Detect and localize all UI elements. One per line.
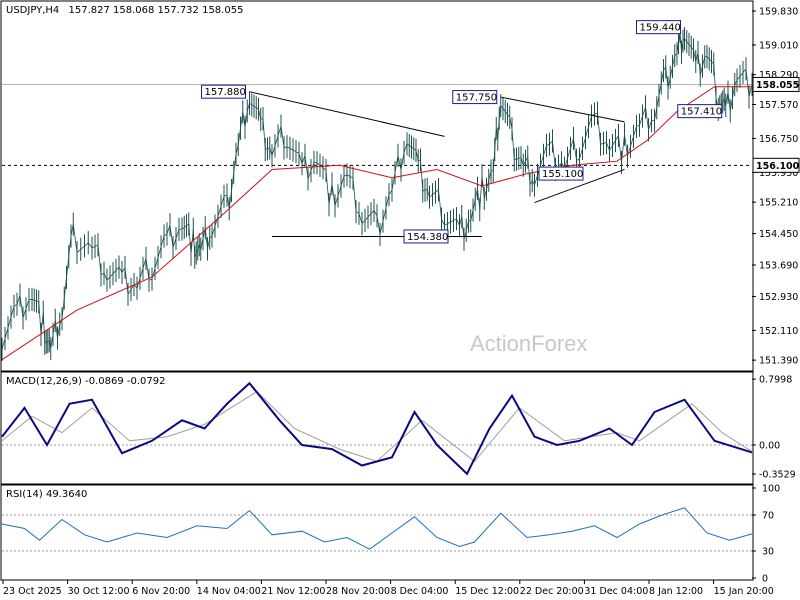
macd-tick-label: 0.00 xyxy=(759,440,780,451)
price-annotation-label: 157.880 xyxy=(205,87,246,98)
macd-tick-label: 0.7998 xyxy=(759,375,792,386)
price-tick-label: 154.450 xyxy=(759,229,798,240)
watermark: ActionForex xyxy=(470,331,587,356)
macd-label: MACD(12,26,9) -0.0869 -0.0792 xyxy=(6,376,166,387)
time-tick-label: 6 Nov 20:00 xyxy=(132,586,190,597)
price-tick-label: 152.930 xyxy=(759,292,798,303)
price-tick-label: 159.830 xyxy=(759,7,798,18)
moving-average-line xyxy=(1,86,752,361)
price-tick-label: 155.930 xyxy=(759,168,798,179)
price-annotation-box xyxy=(636,20,681,35)
symbol: USDJPY,H4 xyxy=(6,5,59,16)
price-tick-label: 155.210 xyxy=(759,198,798,209)
rsi-tick-label: 100 xyxy=(762,484,780,495)
support-badge xyxy=(752,157,800,173)
price-annotation-box xyxy=(538,166,584,181)
macd-line xyxy=(1,381,753,476)
price-tick-label: 153.690 xyxy=(759,261,798,272)
trendline xyxy=(249,91,445,137)
price-annotation-box xyxy=(677,104,723,119)
price-line xyxy=(1,31,753,350)
price-tick-label: 152.110 xyxy=(759,326,798,337)
rsi-tick-label: 0 xyxy=(762,574,768,585)
rsi-label: RSI(14) 49.3640 xyxy=(6,489,87,500)
price-annotation-label: 154.380 xyxy=(407,232,448,243)
price-tick-label: 158.290 xyxy=(759,70,798,81)
price-annotation-label: 157.410 xyxy=(681,107,722,118)
rsi-panel xyxy=(0,484,754,581)
price-tick-label: 159.010 xyxy=(759,40,798,51)
time-tick-label: 14 Nov 04:00 xyxy=(197,586,261,597)
macd-panel xyxy=(0,371,754,485)
time-tick-label: 30 Oct 12:00 xyxy=(68,586,130,597)
time-tick-label: 28 Nov 20:00 xyxy=(326,586,390,597)
time-tick-label: 15 Dec 12:00 xyxy=(455,586,519,597)
price-annotation-box xyxy=(201,84,246,99)
time-tick-label: 8 Jan 12:00 xyxy=(649,586,703,597)
trendline xyxy=(500,96,625,123)
price-annotation-label: 159.440 xyxy=(640,23,681,34)
support-label: 156.100 xyxy=(756,161,800,172)
trendline xyxy=(534,168,625,204)
time-tick-label: 21 Nov 12:00 xyxy=(261,586,325,597)
rsi-tick-label: 30 xyxy=(762,547,774,558)
price-tick-label: 151.390 xyxy=(759,356,798,367)
price-tick-label: 156.750 xyxy=(759,134,798,145)
time-tick-label: 15 Jan 20:00 xyxy=(714,586,774,597)
price-annotation-label: 155.100 xyxy=(542,169,583,180)
time-tick-label: 8 Dec 04:00 xyxy=(391,586,449,597)
price-annotation-label: 157.750 xyxy=(456,93,497,104)
time-tick-label: 31 Dec 04:00 xyxy=(584,586,648,597)
price-annotation-box xyxy=(403,229,449,244)
time-tick-label: 22 Dec 20:00 xyxy=(520,586,584,597)
price-panel xyxy=(0,0,754,372)
time-tick-label: 23 Oct 2025 xyxy=(3,586,62,597)
current-price-badge xyxy=(752,76,800,92)
macd-tick-label: -0.3529 xyxy=(759,470,796,481)
price-annotation-box xyxy=(452,90,498,105)
ohlc-header: 157.827 158.068 157.732 158.055 xyxy=(68,5,243,16)
rsi-tick-label: 70 xyxy=(762,511,774,522)
symbol-label: USDJPY,H4 157.827 158.068 157.732 158.05… xyxy=(6,5,243,16)
price-tick-label: 157.570 xyxy=(759,100,798,111)
current-price-label: 158.055 xyxy=(756,80,799,91)
rsi-line xyxy=(1,507,753,550)
